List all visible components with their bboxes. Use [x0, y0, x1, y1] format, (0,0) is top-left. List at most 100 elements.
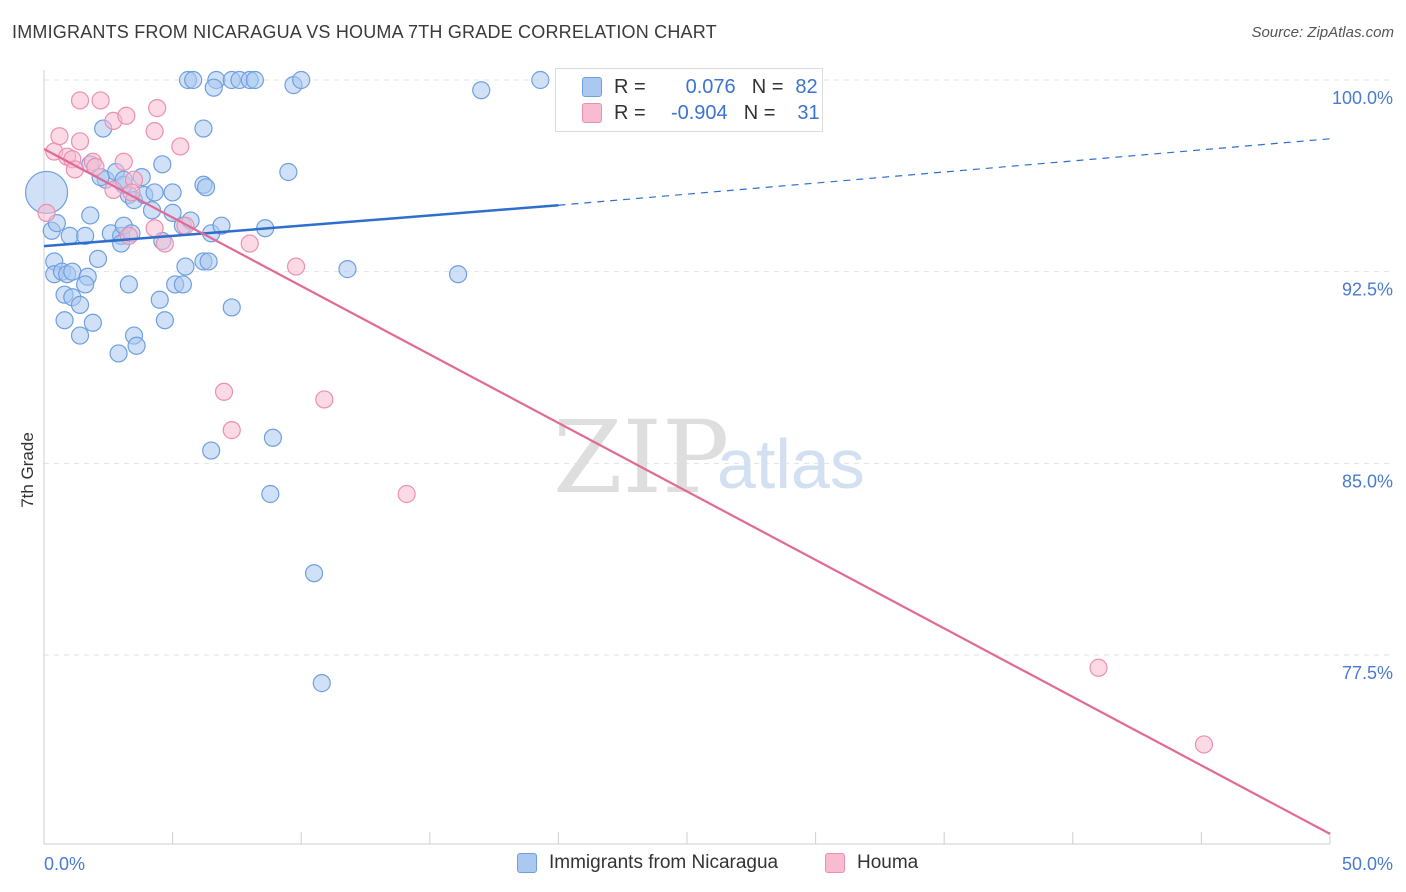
legend-label-nicaragua: Immigrants from Nicaragua [549, 852, 779, 873]
legend-n-label: N = [751, 75, 784, 98]
legend-label-houma: Houma [857, 852, 919, 873]
data-point-nicaragua [70, 295, 90, 314]
data-point-nicaragua [76, 226, 95, 245]
data-point-houma [37, 203, 56, 222]
data-point-nicaragua [202, 441, 221, 460]
y-tick-label: 100.0% [1332, 88, 1393, 108]
data-point-nicaragua [70, 326, 90, 345]
data-point-nicaragua [163, 183, 182, 202]
data-point-nicaragua [63, 262, 82, 281]
legend-swatch-blue [582, 77, 602, 97]
legend-item-houma[interactable]: Houma [825, 852, 918, 874]
legend-item-nicaragua[interactable]: Immigrants from Nicaragua [517, 852, 778, 874]
legend-r-label: R = [614, 101, 646, 124]
data-point-nicaragua [245, 70, 265, 90]
data-point-nicaragua [109, 344, 128, 363]
trend-lines [43, 138, 1331, 835]
series-houma-points [37, 91, 1214, 754]
legend-r-label: R = [614, 75, 646, 98]
data-point-nicaragua [119, 275, 138, 294]
data-point-houma [1089, 658, 1108, 677]
grid-lines [44, 79, 1390, 656]
data-point-houma [155, 234, 174, 253]
data-point-houma [145, 122, 164, 141]
data-point-houma [145, 219, 164, 238]
data-point-nicaragua [153, 155, 172, 174]
correlation-legend: R = 0.076 N = 82 R = -0.904 N = 31 [555, 68, 823, 132]
data-point-nicaragua [194, 119, 213, 138]
data-point-nicaragua [83, 313, 102, 332]
data-point-houma [148, 99, 167, 118]
data-point-houma [397, 484, 416, 504]
data-point-nicaragua [127, 336, 146, 355]
data-point-houma [222, 421, 241, 440]
x-tick-label: 0.0% [44, 854, 85, 874]
data-point-houma [91, 91, 110, 110]
trend-line-nicaragua-extension [558, 138, 1331, 206]
data-point-houma [50, 127, 69, 146]
y-tick-labels: 77.5% 85.0% 92.5% 100.0% [1332, 88, 1393, 683]
trend-line-nicaragua [43, 203, 559, 248]
data-point-houma [214, 382, 234, 401]
data-point-houma [70, 91, 90, 110]
x-tick-marks [43, 832, 1331, 844]
data-point-houma [286, 257, 306, 276]
data-point-nicaragua [279, 162, 298, 182]
data-point-nicaragua [304, 564, 324, 583]
data-point-nicaragua [76, 275, 95, 294]
chart-title: IMMIGRANTS FROM NICARAGUA VS HOUMA 7TH G… [12, 22, 717, 42]
data-point-houma [240, 234, 259, 253]
data-point-nicaragua [312, 674, 331, 693]
x-tick-labels: 0.0% 50.0% [44, 854, 1393, 874]
legend-r-value: -0.904 [670, 101, 728, 124]
legend-n-value: 31 [797, 101, 820, 124]
data-point-nicaragua [261, 484, 280, 504]
data-point-houma [171, 137, 190, 156]
data-point-nicaragua [292, 70, 311, 90]
data-point-houma [1194, 735, 1214, 754]
data-point-houma [114, 152, 133, 171]
data-point-nicaragua [199, 252, 218, 271]
data-point-nicaragua [531, 70, 550, 90]
data-point-nicaragua [184, 70, 203, 90]
legend-swatch-pink [582, 103, 602, 123]
data-point-houma [315, 390, 334, 409]
data-point-nicaragua [448, 265, 468, 284]
data-point-nicaragua [150, 290, 169, 309]
data-point-nicaragua [145, 183, 164, 202]
data-point-nicaragua [60, 226, 79, 245]
legend-n-value: 82 [795, 75, 818, 98]
data-point-houma [119, 226, 138, 245]
data-point-houma [176, 216, 195, 235]
data-point-nicaragua [204, 78, 223, 97]
legend-n-label: N = [743, 101, 776, 124]
legend-r-value: 0.076 [685, 75, 736, 98]
data-point-nicaragua [222, 298, 241, 317]
data-point-nicaragua [88, 249, 108, 268]
data-point-houma [70, 132, 90, 151]
y-tick-label: 77.5% [1342, 663, 1393, 683]
data-point-nicaragua [338, 260, 357, 279]
x-tick-label: 50.0% [1342, 854, 1393, 874]
legend-swatch-blue [517, 853, 537, 873]
data-point-nicaragua [212, 216, 231, 235]
data-point-nicaragua [81, 206, 100, 225]
watermark-zip: ZIP [553, 399, 729, 516]
data-point-nicaragua [263, 428, 283, 447]
legend-row-houma: R = -0.904 N = 31 [582, 100, 820, 126]
y-tick-label: 85.0% [1342, 471, 1393, 491]
legend-row-nicaragua: R = 0.076 N = 82 [582, 74, 818, 100]
legend-swatch-pink [825, 853, 845, 873]
source-label: Source: ZipAtlas.com [1251, 24, 1394, 41]
data-point-nicaragua [176, 257, 195, 276]
data-point-houma [117, 106, 136, 125]
data-point-nicaragua [173, 275, 192, 294]
data-point-nicaragua [196, 178, 216, 197]
trend-line-houma [43, 148, 1331, 835]
data-point-nicaragua [55, 311, 74, 330]
series-legend: Immigrants from Nicaragua Houma [0, 852, 1406, 878]
watermark: ZIP atlas [553, 399, 865, 516]
data-point-nicaragua [155, 311, 174, 330]
watermark-atlas: atlas [717, 425, 865, 503]
